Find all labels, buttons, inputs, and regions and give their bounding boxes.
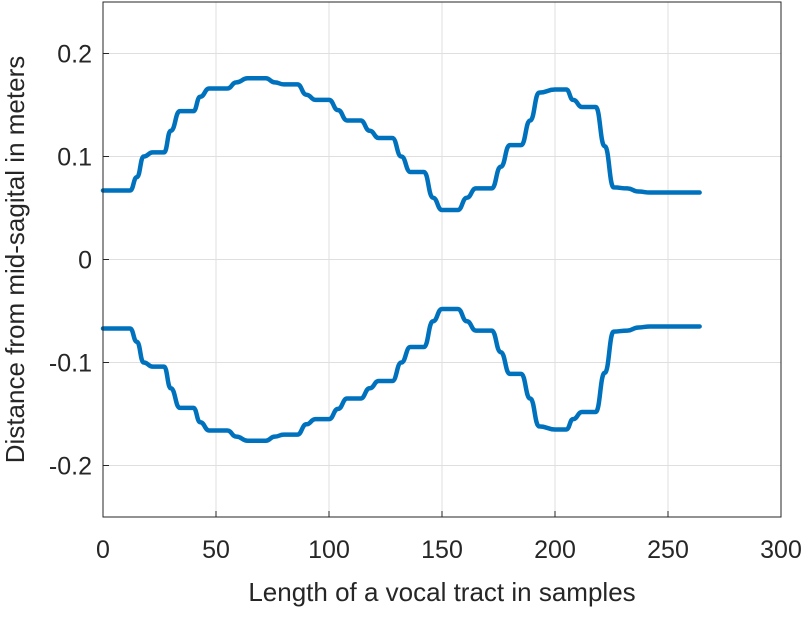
- x-tick-label: 100: [308, 536, 350, 564]
- y-tick-label: 0.2: [57, 41, 92, 69]
- x-tick-label: 250: [647, 536, 689, 564]
- y-tick-label: -0.1: [49, 350, 92, 378]
- x-tick-labels: 0 50 100 150 200 250 300: [96, 511, 802, 564]
- x-tick-label: 300: [760, 536, 802, 564]
- y-axis-label: Distance from mid-sagital in meters: [0, 56, 30, 463]
- x-tick-label: 0: [96, 536, 110, 564]
- x-tick-label: 150: [421, 536, 463, 564]
- series-layer: [100, 75, 702, 444]
- y-tick-label: 0.1: [57, 144, 92, 172]
- x-tick-label: 200: [534, 536, 576, 564]
- lower-contour-line: [100, 306, 702, 444]
- y-tick-label: 0: [78, 247, 92, 275]
- y-tick-label: -0.2: [49, 453, 92, 481]
- x-tick-label: 50: [202, 536, 230, 564]
- x-axis-label: Length of a vocal tract in samples: [248, 577, 635, 607]
- y-gridlines: [103, 53, 781, 466]
- upper-contour-line: [100, 75, 702, 213]
- y-tick-labels: 0.2 0.1 0 -0.1 -0.2: [49, 41, 109, 481]
